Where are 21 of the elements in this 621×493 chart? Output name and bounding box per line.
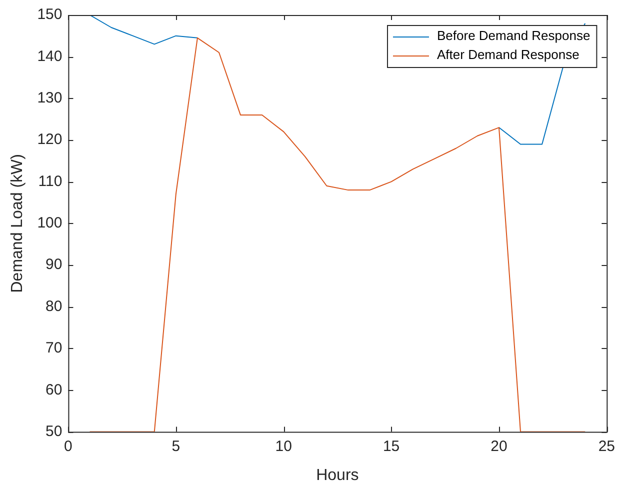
y-tick-label: 110 (38, 172, 62, 190)
x-axis-title: Hours (316, 466, 359, 484)
y-tick-label: 140 (37, 48, 62, 65)
x-tick-label: 15 (382, 438, 400, 455)
y-tick-label: 90 (46, 256, 62, 274)
y-tick-label: 80 (46, 298, 62, 315)
y-tick-label: 50 (46, 422, 62, 440)
legend-label: Before Demand Response (437, 28, 590, 44)
y-tick-label: 100 (37, 214, 62, 232)
x-tick-label: 10 (275, 438, 292, 455)
legend-label: After Demand Response (437, 47, 580, 62)
y-tick-label: 150 (37, 6, 62, 24)
y-tick-label: 130 (37, 90, 62, 106)
x-tick-label: 20 (490, 438, 508, 455)
x-tick-label: 25 (598, 438, 615, 455)
y-tick-label: 70 (46, 340, 62, 357)
x-tick-label: 0 (64, 438, 72, 455)
y-tick-label: 60 (46, 381, 62, 398)
x-tick-label: 5 (172, 438, 180, 455)
y-tick-label: 120 (37, 131, 62, 148)
y-axis-title: Demand Load (kW) (9, 154, 26, 293)
